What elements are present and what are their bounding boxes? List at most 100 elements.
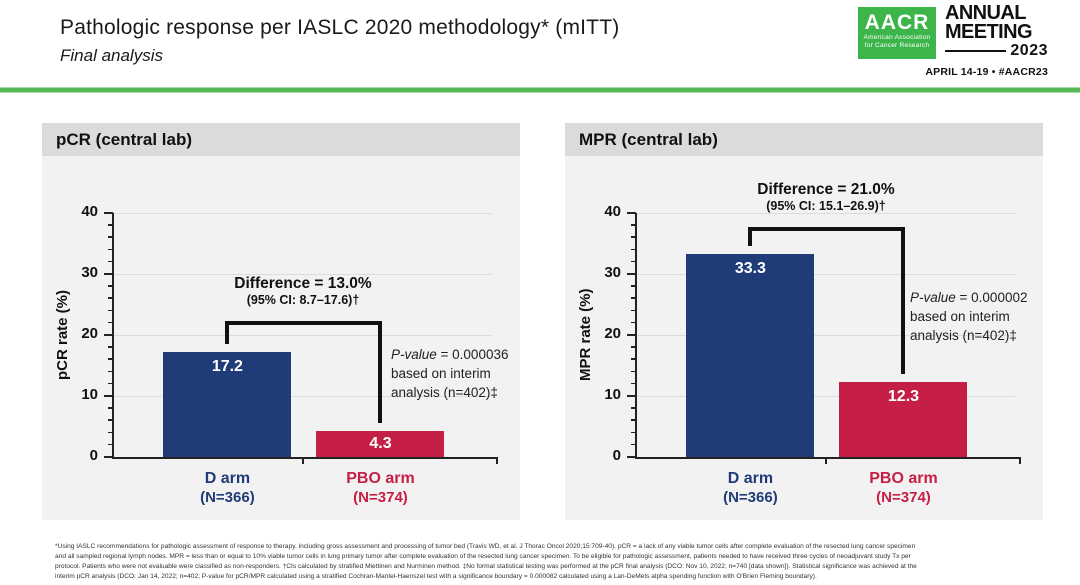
difference-label: Difference = 21.0%: [757, 181, 895, 199]
pvalue-number: = 0.000002: [955, 290, 1028, 305]
pvalue-line3: analysis (n=402)‡: [391, 385, 498, 401]
mpr-pvalue-annotation: P-value = 0.000002 based on interim anal…: [910, 288, 1027, 345]
pvalue-term: P-value: [910, 290, 956, 305]
y-major-tick: [627, 212, 636, 214]
y-minor-tick: [108, 346, 113, 348]
pcr-panel: pCR (central lab) pCR rate (%) 0 10 20 30 40…: [42, 123, 520, 520]
arm-n-label: (N=366): [723, 489, 778, 506]
arm-n-label: (N=374): [353, 489, 408, 506]
y-minor-tick: [631, 382, 636, 385]
aacr-logo-org-line2: for Cancer Research: [864, 42, 930, 49]
pvalue-number: = 0.000036: [436, 347, 509, 362]
pvalue-line2: based on interim: [910, 309, 1010, 325]
y-minor-tick: [631, 236, 636, 238]
y-minor-tick: [108, 431, 113, 434]
bracket-left-leg: [748, 227, 753, 246]
y-major-tick: [104, 456, 113, 458]
bracket-right-leg: [901, 227, 906, 374]
y-minor-tick: [631, 419, 636, 421]
gridline: [114, 335, 492, 336]
bar-pbo-arm: [316, 430, 445, 457]
y-minor-tick: [108, 260, 113, 263]
gridline: [637, 335, 1015, 336]
aacr-logo-org-line1: American Association: [863, 34, 931, 41]
x-category-label: D arm (N=366): [660, 469, 840, 507]
bracket-horizontal: [225, 320, 383, 325]
y-minor-tick: [108, 321, 113, 324]
footnote-line: *Using IASLC recommendations for patholo…: [55, 543, 916, 550]
pcr-pvalue-annotation: P-value = 0.000036 based on interim anal…: [391, 345, 508, 402]
meeting-year-row: 2023: [945, 42, 1048, 60]
bar-value-label: 33.3: [734, 259, 766, 277]
y-tick-label: 0: [89, 447, 98, 464]
meeting-date-hashtag: APRIL 14-19 • #AACR23: [925, 66, 1048, 78]
x-category-label: PBO arm (N=374): [290, 469, 470, 507]
y-minor-tick: [631, 321, 636, 324]
y-minor-tick: [108, 248, 113, 251]
footnote-line: and all sampled regional lymph nodes. MP…: [55, 553, 911, 560]
arm-label: PBO arm: [869, 470, 938, 487]
y-minor-tick: [108, 285, 113, 287]
y-minor-tick: [108, 297, 113, 299]
page-title: Pathologic response per IASLC 2020 metho…: [60, 16, 620, 39]
y-tick-label: 40: [604, 203, 621, 220]
mpr-panel-title: MPR (central lab): [565, 123, 1043, 156]
y-major-tick: [104, 273, 113, 275]
pvalue-term: P-value: [391, 347, 437, 362]
gridline: [637, 396, 1015, 397]
y-minor-tick: [108, 407, 113, 409]
y-minor-tick: [631, 346, 636, 348]
arm-label: PBO arm: [346, 470, 415, 487]
x-tick: [496, 459, 498, 464]
pvalue-line3: analysis (n=402)‡: [910, 328, 1017, 344]
bar-value-label: 4.3: [369, 434, 392, 452]
arm-n-label: (N=366): [200, 489, 255, 506]
bracket-left-leg: [225, 320, 230, 345]
y-minor-tick: [631, 431, 636, 434]
y-minor-tick: [108, 370, 113, 373]
footnote: *Using IASLC recommendations for patholo…: [55, 542, 917, 582]
y-minor-tick: [108, 419, 113, 421]
header-divider: [0, 87, 1080, 93]
y-axis: [112, 213, 114, 457]
gridline: [114, 274, 492, 275]
y-minor-tick: [108, 236, 113, 238]
y-minor-tick: [108, 309, 113, 312]
y-tick-label: 10: [604, 386, 621, 403]
y-major-tick: [627, 456, 636, 458]
arm-label: D arm: [727, 470, 774, 487]
confidence-interval-label: (95% CI: 8.7–17.6)†: [246, 292, 360, 307]
pvalue-line2: based on interim: [391, 366, 491, 382]
annual-meeting-block: ANNUAL MEETING 2023: [945, 3, 1048, 60]
x-axis: [635, 457, 1021, 459]
bar-value-label: 12.3: [887, 387, 920, 405]
arm-label: D arm: [204, 470, 251, 487]
y-major-tick: [627, 273, 636, 275]
y-tick-label: 20: [81, 325, 98, 342]
bar-d-arm: [686, 253, 815, 457]
meeting-year: 2023: [1010, 42, 1048, 59]
footnote-line: protocol. Patients who were not evaluabl…: [55, 563, 917, 570]
bar-value-label: 17.2: [211, 358, 243, 376]
pvalue-line1: P-value = 0.000002: [910, 288, 1027, 307]
footnote-line: interim pCR analysis (DCO: Jan 14, 2022;…: [55, 573, 817, 580]
gridline: [114, 213, 492, 214]
aacr-logo-acronym: AACR: [864, 11, 930, 34]
y-minor-tick: [631, 443, 636, 446]
y-minor-tick: [108, 358, 113, 360]
y-minor-tick: [631, 309, 636, 312]
annual-meeting-line2: MEETING: [945, 20, 1033, 43]
page-subtitle: Final analysis: [60, 46, 163, 65]
bar-d-arm: [163, 352, 292, 457]
y-minor-tick: [108, 382, 113, 385]
bracket-right-leg: [378, 320, 383, 423]
y-tick-label: 10: [81, 386, 98, 403]
y-tick-label: 20: [604, 325, 621, 342]
y-minor-tick: [631, 358, 636, 360]
y-major-tick: [104, 334, 113, 336]
mpr-plot-area: 0 10 20 30 40 33.3 D arm (N=366) 12.3 PBO arm (N=3…: [604, 203, 1021, 506]
pcr-plot-area: 0 10 20 30 40 17.2 D arm (N=366) 4.3 PBO arm (N=37…: [81, 203, 498, 506]
x-tick: [302, 459, 304, 464]
y-tick-label: 0: [612, 447, 621, 464]
